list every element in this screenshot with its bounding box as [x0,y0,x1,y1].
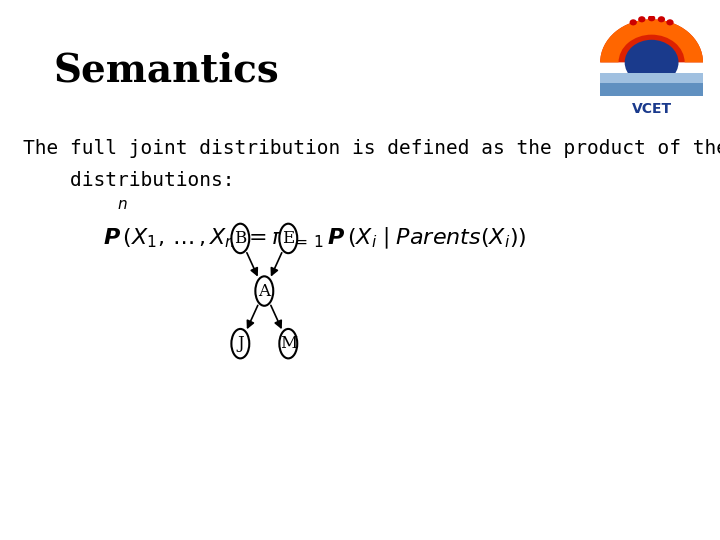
Text: VCET: VCET [631,102,672,116]
Circle shape [666,19,674,25]
Text: E: E [282,230,294,247]
Circle shape [648,15,655,22]
Circle shape [629,19,637,25]
Text: M: M [280,335,297,352]
Bar [600,72,703,85]
Circle shape [657,16,665,22]
Circle shape [231,329,249,359]
Text: distributions:: distributions: [23,171,235,190]
Circle shape [231,224,249,253]
Text: The full joint distribution is defined as the product of the local conditional: The full joint distribution is defined a… [23,139,720,159]
Text: n: n [117,197,127,212]
Circle shape [279,329,297,359]
Text: Semantics: Semantics [54,51,279,89]
Circle shape [625,40,678,85]
Text: B: B [234,230,246,247]
Wedge shape [600,19,703,62]
Circle shape [279,224,297,253]
Circle shape [256,276,274,306]
Text: $\boldsymbol{P}\,(X_1,\,\ldots\,,X_n) = \pi_{i\,=\,1}\,\boldsymbol{P}\,(X_i\mid : $\boldsymbol{P}\,(X_1,\,\ldots\,,X_n) = … [103,226,526,251]
Wedge shape [600,19,703,62]
Circle shape [638,16,646,22]
Text: J: J [237,335,243,352]
Text: A: A [258,282,270,300]
Bar [600,83,703,96]
